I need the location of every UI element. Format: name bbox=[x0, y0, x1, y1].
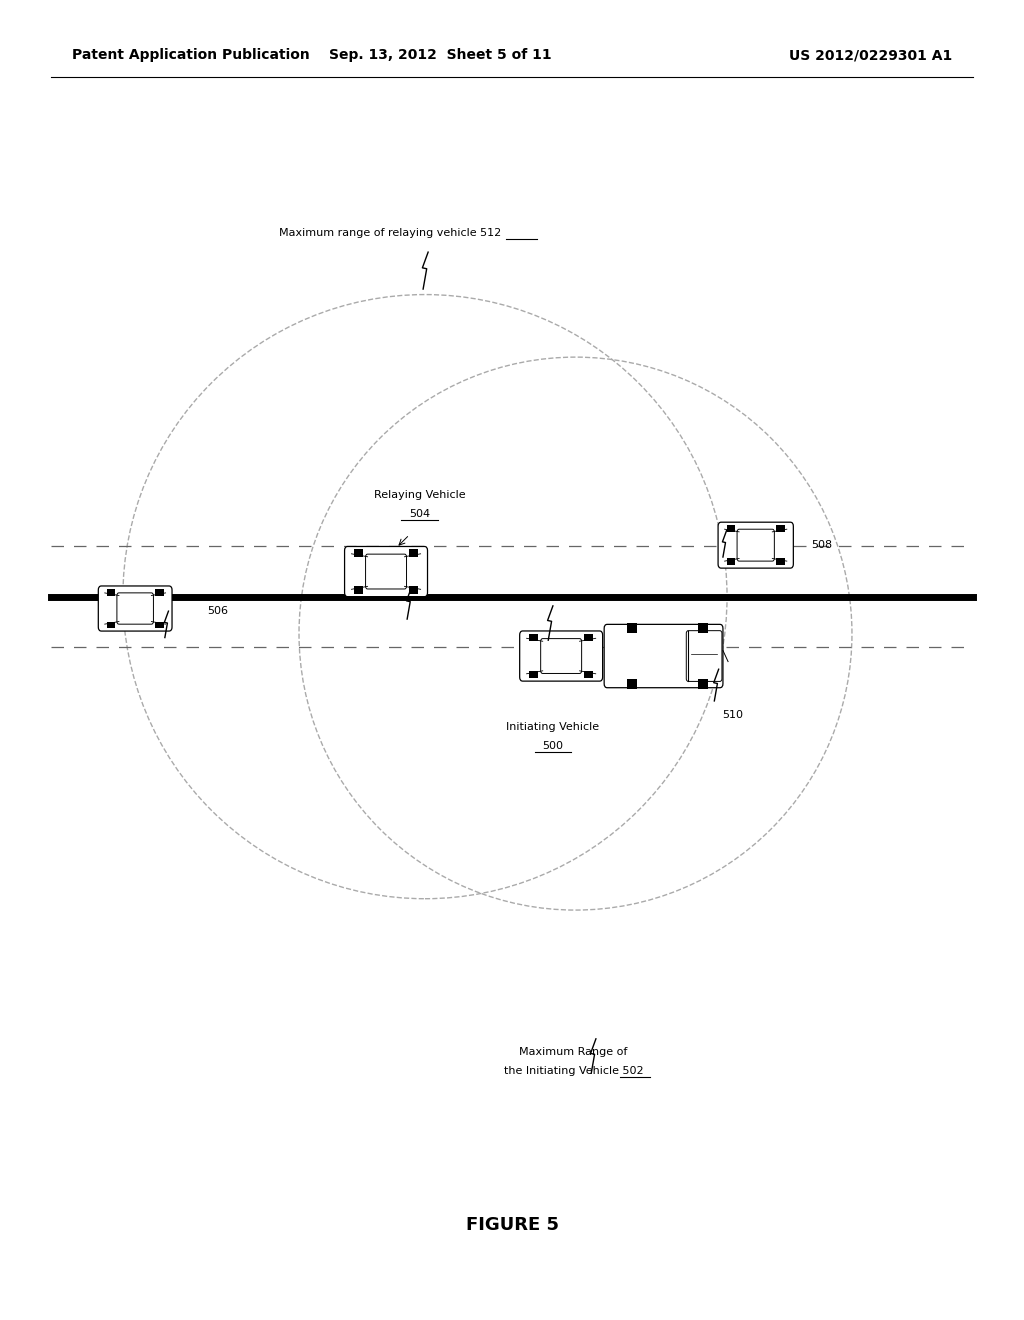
Bar bbox=[727, 558, 735, 565]
Bar bbox=[354, 586, 362, 594]
FancyBboxPatch shape bbox=[366, 554, 407, 589]
FancyBboxPatch shape bbox=[98, 586, 172, 631]
Bar bbox=[156, 589, 164, 595]
Bar bbox=[698, 678, 708, 689]
Text: 510: 510 bbox=[722, 710, 743, 721]
Bar bbox=[585, 671, 594, 678]
Text: 506: 506 bbox=[207, 606, 228, 616]
Bar bbox=[529, 671, 539, 678]
Text: Sep. 13, 2012  Sheet 5 of 11: Sep. 13, 2012 Sheet 5 of 11 bbox=[329, 49, 552, 62]
Bar bbox=[585, 634, 594, 642]
Bar bbox=[627, 678, 637, 689]
Bar bbox=[354, 549, 362, 557]
Text: 500: 500 bbox=[543, 741, 563, 751]
FancyBboxPatch shape bbox=[520, 631, 602, 681]
Bar bbox=[698, 623, 708, 634]
Bar bbox=[106, 589, 115, 595]
FancyBboxPatch shape bbox=[344, 546, 428, 597]
Bar bbox=[156, 622, 164, 628]
Text: Relaying Vehicle: Relaying Vehicle bbox=[374, 490, 466, 500]
Text: Initiating Vehicle: Initiating Vehicle bbox=[507, 722, 599, 733]
FancyBboxPatch shape bbox=[718, 523, 794, 568]
FancyBboxPatch shape bbox=[737, 529, 774, 561]
FancyBboxPatch shape bbox=[117, 593, 154, 624]
Text: Maximum range of relaying vehicle 512: Maximum range of relaying vehicle 512 bbox=[279, 227, 501, 238]
Text: 508: 508 bbox=[811, 540, 833, 550]
Text: Patent Application Publication: Patent Application Publication bbox=[72, 49, 309, 62]
Text: US 2012/0229301 A1: US 2012/0229301 A1 bbox=[788, 49, 952, 62]
Bar bbox=[727, 525, 735, 532]
FancyBboxPatch shape bbox=[686, 631, 722, 681]
Bar bbox=[410, 586, 419, 594]
Text: the Initiating Vehicle 502: the Initiating Vehicle 502 bbox=[504, 1065, 643, 1076]
Text: FIGURE 5: FIGURE 5 bbox=[466, 1216, 558, 1234]
Bar bbox=[627, 623, 637, 634]
Bar bbox=[776, 558, 784, 565]
FancyBboxPatch shape bbox=[541, 639, 582, 673]
FancyBboxPatch shape bbox=[604, 624, 723, 688]
Text: 504: 504 bbox=[410, 508, 430, 519]
Bar bbox=[410, 549, 419, 557]
Bar bbox=[776, 525, 784, 532]
Text: Maximum Range of: Maximum Range of bbox=[519, 1047, 628, 1057]
Bar bbox=[106, 622, 115, 628]
Bar bbox=[529, 634, 539, 642]
